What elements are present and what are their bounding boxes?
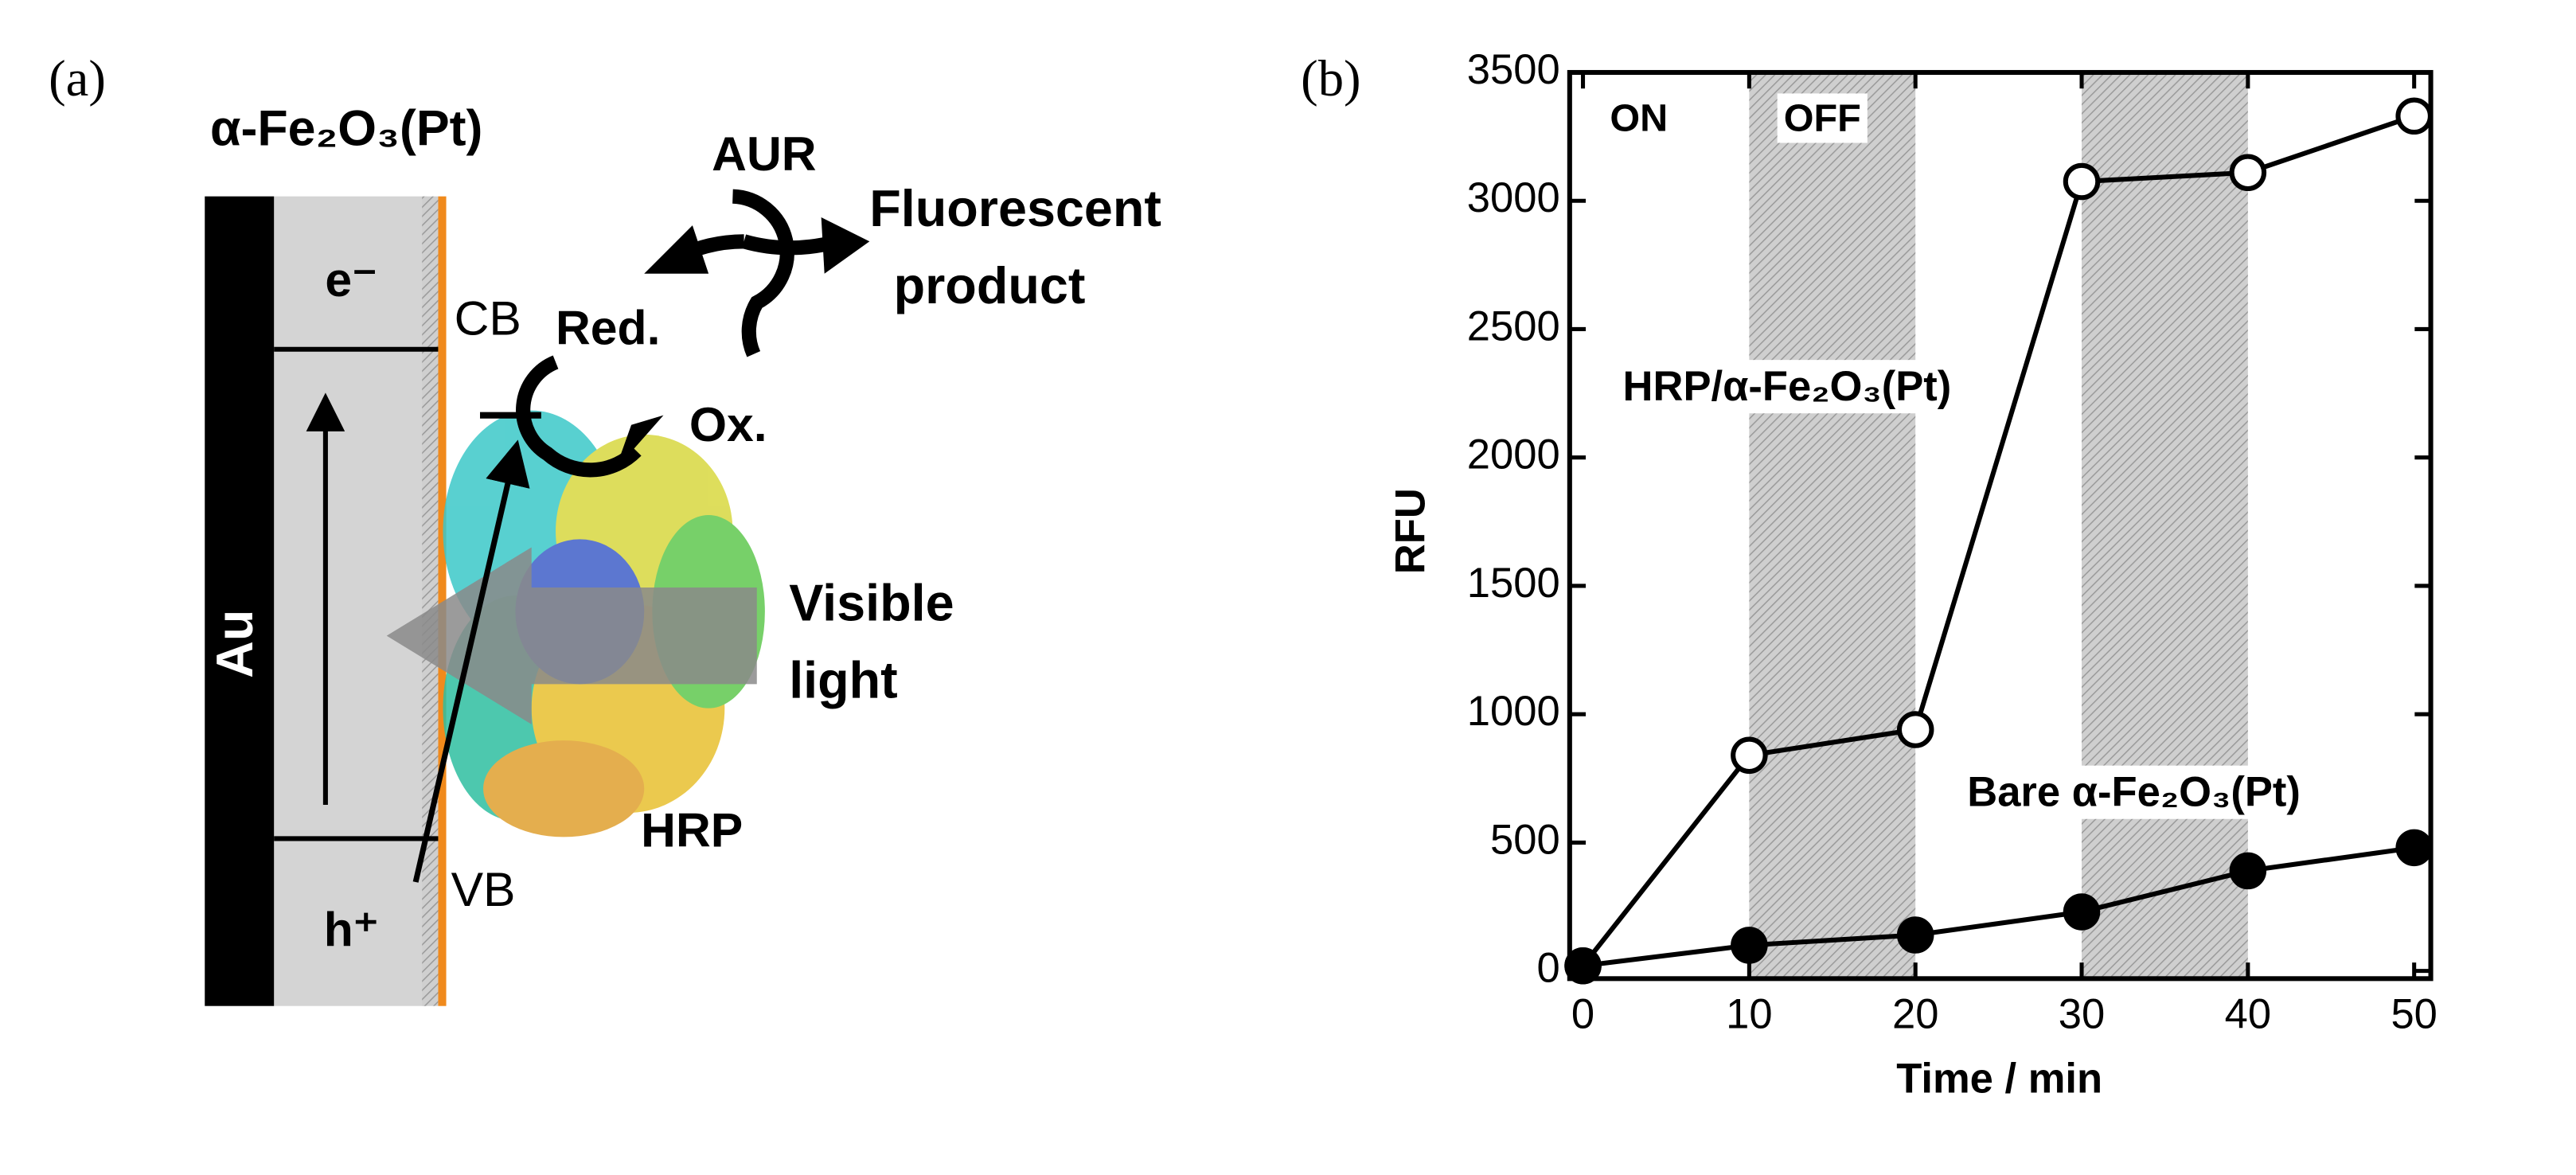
au-label: Au xyxy=(205,610,263,678)
data-point xyxy=(1731,736,1768,775)
light-label: Visible xyxy=(789,573,954,631)
x-tick-label: 20 xyxy=(1892,991,1938,1038)
diagram: (a) α-Fe₂O₃(Pt) Au e⁻ h⁺ CB VB xyxy=(49,49,1161,1006)
material-label: α-Fe₂O₃(Pt) xyxy=(210,100,482,156)
interface xyxy=(438,196,447,1006)
y-tick-label: 1000 xyxy=(1467,688,1560,735)
on-label: ON xyxy=(1610,96,1668,139)
x-tick-label: 50 xyxy=(2391,991,2437,1038)
aur-head-right xyxy=(821,217,870,274)
data-point xyxy=(2395,829,2433,867)
excitation-arrow xyxy=(412,439,530,883)
hrp-label: HRP xyxy=(641,802,743,857)
x-tick-label: 40 xyxy=(2225,991,2271,1038)
light-arrow xyxy=(386,547,757,724)
y-tick-label: 1500 xyxy=(1467,560,1560,607)
data-point xyxy=(1896,916,1934,954)
series-label: Bare α-Fe₂O₃(Pt) xyxy=(1967,769,2301,816)
series-line xyxy=(1583,845,2415,969)
off-region xyxy=(1749,72,1916,979)
off-label: OFF xyxy=(1784,96,1861,139)
aur-arrow xyxy=(732,189,794,357)
cb-label: CB xyxy=(455,291,521,345)
semiconductor xyxy=(274,196,427,1006)
data-point xyxy=(2229,852,2267,890)
aur-head-left xyxy=(644,225,709,274)
data-point xyxy=(2063,162,2101,201)
vb-label: VB xyxy=(451,862,516,916)
redox-arrow xyxy=(516,355,642,478)
y-tick-label: 2000 xyxy=(1467,431,1560,478)
y-tick-label: 2500 xyxy=(1467,303,1560,349)
y-tick-label: 3500 xyxy=(1467,46,1560,93)
series-line xyxy=(1581,113,2415,968)
data-point xyxy=(2229,154,2267,192)
x-tick-label: 30 xyxy=(2059,991,2105,1038)
data-point xyxy=(2395,97,2433,135)
y-tick-label: 0 xyxy=(1536,945,1559,992)
product-label: Fluorescent xyxy=(869,179,1161,237)
off-label-bg xyxy=(1777,93,1868,143)
electron-label: e⁻ xyxy=(325,252,377,306)
series-label-bg xyxy=(1961,765,2307,819)
au-electrode xyxy=(205,196,275,1006)
data-point xyxy=(1896,711,1934,748)
x-tick-label: 0 xyxy=(1571,991,1594,1038)
y-tick-label: 500 xyxy=(1490,816,1560,863)
plot-frame xyxy=(1567,69,2434,982)
series-label-bg xyxy=(1616,360,1958,414)
data-point xyxy=(2063,893,2101,931)
ox-label: Ox. xyxy=(689,397,767,451)
red-label: Red. xyxy=(556,301,660,355)
panel-label: (b) xyxy=(1301,49,1360,107)
y-tick-label: 3000 xyxy=(1467,174,1560,221)
series-label: HRP/α-Fe₂O₃(Pt) xyxy=(1623,363,1952,410)
y-axis-label: RFU xyxy=(1388,488,1434,574)
light-label: light xyxy=(789,650,898,709)
data-point xyxy=(1731,927,1768,964)
product-label: product xyxy=(894,256,1086,314)
aur-label: AUR xyxy=(712,127,816,181)
off-region xyxy=(2082,72,2248,979)
x-tick-label: 10 xyxy=(1726,991,1772,1038)
data-point xyxy=(1564,947,1602,985)
on-label-bg xyxy=(1603,93,1675,143)
hole-label: h⁺ xyxy=(324,903,379,957)
panel-label: (a) xyxy=(49,49,106,107)
pt-layer xyxy=(422,196,439,1006)
x-axis-label: Time / min xyxy=(1896,1056,2102,1103)
